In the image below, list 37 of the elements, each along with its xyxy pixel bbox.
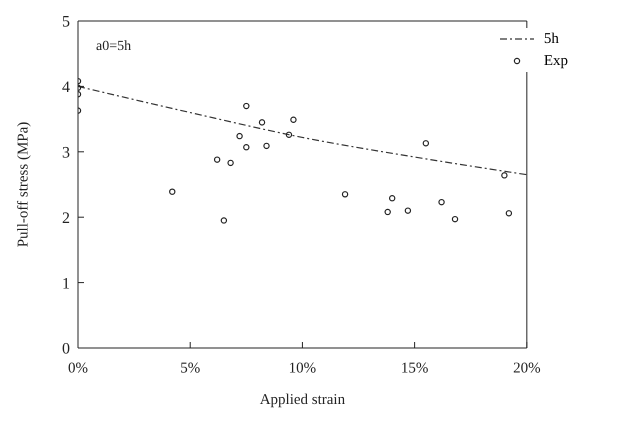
y-tick-label: 1 bbox=[62, 275, 70, 292]
point bbox=[438, 198, 445, 206]
point bbox=[263, 142, 270, 150]
point bbox=[227, 160, 234, 166]
line-series bbox=[78, 86, 527, 176]
point bbox=[404, 207, 412, 214]
y-axis-title: Pull-off stress (MPa) bbox=[15, 122, 32, 248]
x-axis-title: Applied strain bbox=[260, 392, 346, 408]
y-tick-label: 2 bbox=[62, 210, 70, 227]
y-tick-label: 5 bbox=[62, 14, 70, 31]
x-tick-label: 10% bbox=[288, 360, 316, 377]
point bbox=[214, 156, 220, 163]
legend-label: Exp bbox=[544, 52, 568, 71]
point bbox=[384, 208, 391, 216]
point bbox=[220, 217, 228, 224]
point bbox=[342, 191, 348, 198]
point bbox=[243, 102, 250, 110]
x-tick-label: 5% bbox=[180, 360, 200, 377]
y-tick-label: 4 bbox=[62, 79, 70, 96]
point bbox=[286, 132, 292, 138]
point bbox=[506, 210, 512, 216]
y-tick-label: 0 bbox=[62, 340, 70, 358]
point bbox=[501, 172, 508, 179]
legend-label: 5h bbox=[544, 30, 559, 49]
y-tick-label: 3 bbox=[62, 144, 70, 162]
point bbox=[388, 195, 396, 202]
x-tick-label: 15% bbox=[400, 360, 428, 377]
x-tick-label: 20% bbox=[513, 360, 541, 377]
x-tick-label: 0% bbox=[68, 360, 88, 377]
point bbox=[243, 144, 250, 150]
point bbox=[452, 216, 458, 222]
point bbox=[290, 116, 297, 123]
point bbox=[169, 188, 176, 195]
point bbox=[236, 132, 243, 140]
annotation: a0=5h bbox=[96, 39, 132, 54]
point bbox=[258, 119, 266, 126]
point bbox=[422, 140, 430, 146]
